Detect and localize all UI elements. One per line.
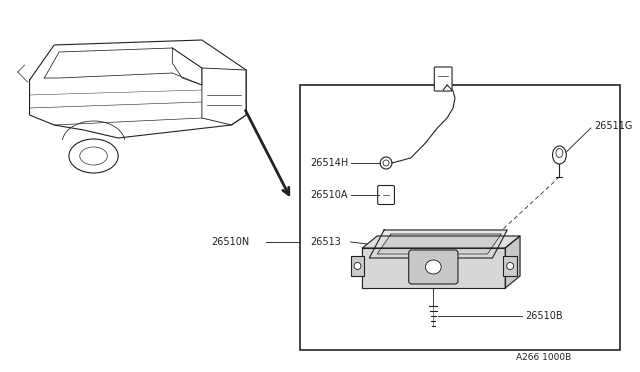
Ellipse shape (426, 260, 441, 274)
Polygon shape (362, 236, 520, 248)
FancyBboxPatch shape (409, 250, 458, 284)
Text: 26510A: 26510A (310, 190, 348, 200)
Ellipse shape (556, 148, 563, 157)
Polygon shape (505, 236, 520, 288)
Text: 26511G: 26511G (594, 121, 632, 131)
Bar (503, 256, 517, 276)
Bar (351, 256, 364, 276)
Text: 26514H: 26514H (310, 158, 348, 168)
Text: 26513: 26513 (310, 237, 341, 247)
Ellipse shape (383, 160, 389, 166)
Ellipse shape (552, 146, 566, 164)
Ellipse shape (354, 263, 361, 269)
Text: A266 1000B: A266 1000B (516, 353, 572, 362)
Polygon shape (369, 230, 507, 258)
Ellipse shape (69, 139, 118, 173)
Text: 26510B: 26510B (525, 311, 563, 321)
Bar (300, 85, 620, 350)
Ellipse shape (380, 157, 392, 169)
Ellipse shape (80, 147, 108, 165)
Polygon shape (377, 234, 501, 254)
Ellipse shape (507, 263, 513, 269)
FancyBboxPatch shape (378, 186, 394, 205)
Polygon shape (362, 248, 505, 288)
FancyBboxPatch shape (435, 67, 452, 91)
Text: 26510N: 26510N (212, 237, 250, 247)
